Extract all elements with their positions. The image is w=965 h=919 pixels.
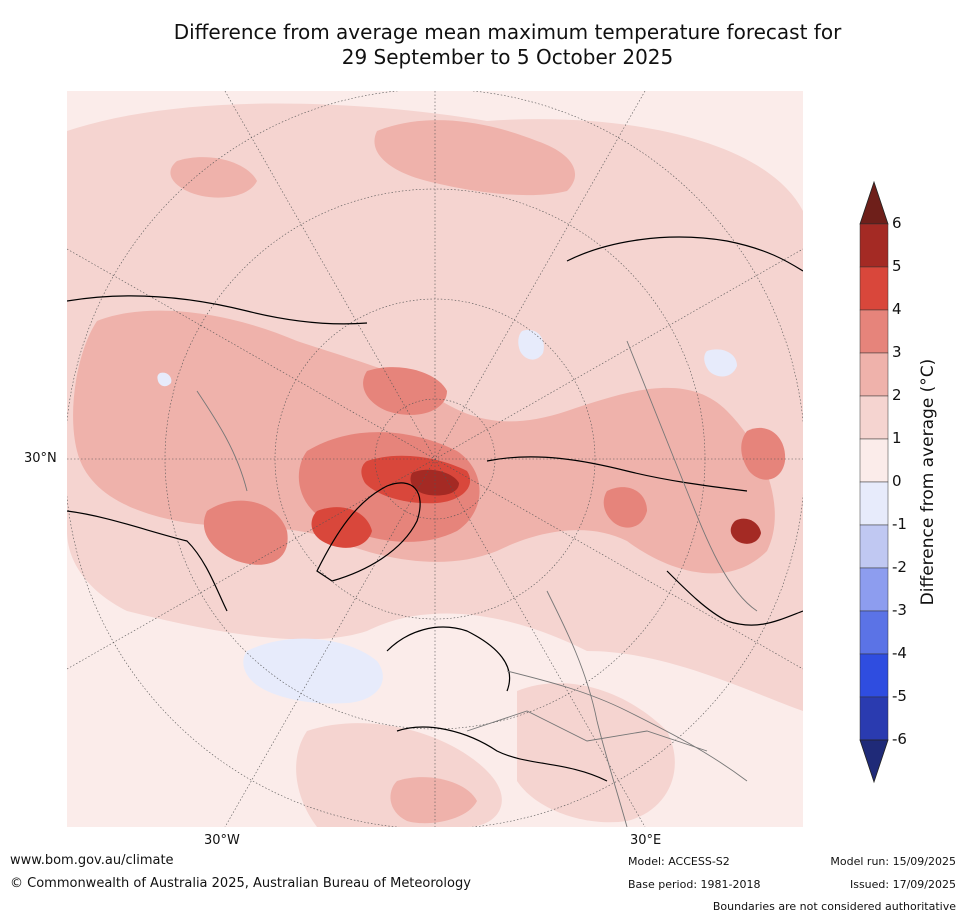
anomaly-zone-5-6 xyxy=(410,469,761,544)
colorbar-band xyxy=(859,610,889,655)
colorbar-band xyxy=(859,481,889,526)
longitude-label-30w: 30°W xyxy=(204,833,240,848)
temperature-anomaly-map xyxy=(67,91,803,827)
colorbar-band xyxy=(859,395,889,440)
anomaly-zone-negative xyxy=(157,329,737,704)
colorbar-tick-label: 1 xyxy=(892,429,902,447)
colorbar-band xyxy=(859,352,889,397)
country-borders xyxy=(196,340,758,827)
colorbar-tick-label: -2 xyxy=(892,558,907,576)
colorbar-tick-label: -6 xyxy=(892,730,907,748)
colorbar-band xyxy=(859,524,889,569)
colorbar-tick-label: 2 xyxy=(892,386,902,404)
footer-base-period: Base period: 1981-2018 xyxy=(628,878,761,891)
footer-website: www.bom.gov.au/climate xyxy=(10,853,174,868)
footer-model-run: Model run: 15/09/2025 xyxy=(830,855,956,868)
colorbar-label-text: Difference from average (°C) xyxy=(918,358,938,606)
colorbar-band xyxy=(859,653,889,698)
footer-disclaimer: Boundaries are not considered authoritat… xyxy=(712,900,956,913)
colorbar-band xyxy=(859,696,889,741)
title-line-2: 29 September to 5 October 2025 xyxy=(341,45,674,69)
colorbar-band xyxy=(859,567,889,612)
colorbar-band xyxy=(859,309,889,354)
footer-copyright: © Commonwealth of Australia 2025, Austra… xyxy=(10,876,471,891)
colorbar xyxy=(858,180,918,784)
colorbar-band xyxy=(859,266,889,311)
colorbar-tick-label: 6 xyxy=(892,214,902,232)
colorbar-band xyxy=(859,223,889,268)
colorbar-tick-label: -3 xyxy=(892,601,907,619)
chart-title: Difference from average mean maximum tem… xyxy=(0,20,965,70)
map-canvas xyxy=(67,91,803,827)
colorbar-band xyxy=(859,438,889,483)
graticule xyxy=(67,91,803,827)
coastlines xyxy=(67,236,803,782)
colorbar-tick-label: -1 xyxy=(892,515,907,533)
colorbar-tick-label: 0 xyxy=(892,472,902,490)
footer-issued: Issued: 17/09/2025 xyxy=(849,878,956,891)
longitude-label-30e: 30°E xyxy=(630,833,662,848)
colorbar-arrow-above xyxy=(859,180,889,225)
footer-model: Model: ACCESS-S2 xyxy=(628,855,730,868)
colorbar-tick-label: -5 xyxy=(892,687,907,705)
colorbar-arrow-below xyxy=(859,739,889,784)
latitude-label-30n: 30°N xyxy=(24,451,57,466)
colorbar-tick-label: 4 xyxy=(892,300,902,318)
colorbar-scale xyxy=(859,180,889,784)
title-line-1: Difference from average mean maximum tem… xyxy=(173,20,842,44)
colorbar-tick-label: 5 xyxy=(892,257,902,275)
colorbar-tick-label: -4 xyxy=(892,644,907,662)
colorbar-tick-label: 3 xyxy=(892,343,902,361)
